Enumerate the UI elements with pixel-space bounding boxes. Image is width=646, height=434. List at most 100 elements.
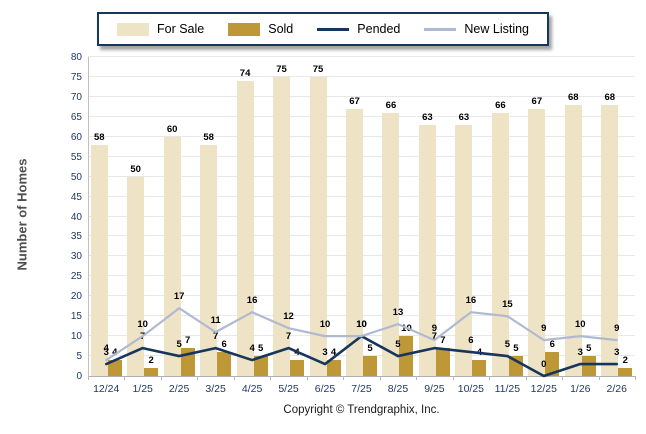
- new-listing-value-label: 4: [103, 343, 109, 355]
- y-tick-label: 40: [70, 211, 82, 223]
- legend-label: For Sale: [156, 22, 205, 36]
- y-tick-label: 70: [70, 91, 82, 103]
- for-sale-value-label: 50: [130, 163, 141, 175]
- legend-swatch-pended: [317, 27, 350, 31]
- y-tick-label: 20: [70, 291, 82, 303]
- legend-swatch-for-sale: [116, 22, 149, 36]
- y-tick-label: 30: [70, 251, 82, 263]
- gridline: [88, 75, 635, 77]
- sold-bar: [618, 368, 633, 376]
- sold-value-label: 2: [622, 355, 628, 367]
- y-axis-line: [88, 57, 89, 376]
- x-tick-mark: [197, 376, 199, 380]
- sold-bar: [508, 356, 523, 376]
- x-tick-mark: [525, 376, 527, 380]
- new-listing-value-label: 12: [283, 311, 294, 323]
- sold-value-label: 5: [513, 343, 519, 355]
- pended-value-label: 6: [468, 335, 474, 347]
- for-sale-bar: [491, 112, 509, 376]
- legend-label: Sold: [268, 22, 294, 36]
- for-sale-value-label: 60: [166, 123, 178, 135]
- copyright-text: Copyright © Trendgraphix, Inc.: [283, 404, 440, 416]
- for-sale-bar: [382, 112, 400, 376]
- pended-value-label: 5: [395, 339, 401, 351]
- x-tick-mark: [598, 376, 600, 380]
- legend-item-sold[interactable]: Sold: [228, 22, 293, 36]
- legend-swatch-sold: [228, 22, 261, 36]
- pended-value-label: 4: [249, 343, 255, 355]
- x-tick-mark: [160, 376, 162, 380]
- x-tick-mark: [306, 376, 308, 380]
- y-tick-label: 65: [70, 111, 82, 123]
- y-tick-label: 15: [70, 311, 82, 323]
- x-tick-label: 5/25: [278, 383, 299, 395]
- x-tick-label: 7/25: [351, 383, 372, 395]
- for-sale-bar: [601, 104, 619, 376]
- sold-value-label: 2: [148, 355, 154, 367]
- x-tick-label: 9/25: [424, 383, 445, 395]
- sold-bar: [107, 360, 122, 376]
- pended-line: [104, 334, 619, 378]
- for-sale-bar: [418, 124, 436, 376]
- sold-bar: [144, 368, 159, 376]
- legend-item-new-listing[interactable]: New Listing: [424, 22, 529, 36]
- gridline: [88, 56, 635, 57]
- for-sale-bar: [346, 108, 363, 376]
- for-sale-value-label: 63: [458, 111, 470, 123]
- pended-value-label: 3: [614, 347, 620, 359]
- x-tick-mark: [343, 376, 345, 380]
- sold-value-label: 4: [112, 347, 118, 359]
- y-tick-label: 25: [70, 271, 82, 283]
- for-sale-value-label: 66: [495, 99, 506, 111]
- y-tick-label: 5: [76, 351, 82, 363]
- x-tick-mark: [635, 376, 636, 380]
- for-sale-value-label: 74: [239, 67, 251, 79]
- x-tick-label: 12/24: [93, 383, 120, 395]
- sold-value-label: 5: [586, 343, 592, 355]
- y-axis-title: Number of Homes: [14, 158, 30, 270]
- x-tick-mark: [562, 376, 564, 380]
- new-listing-value-label: 10: [137, 319, 148, 331]
- x-tick-label: 12/25: [530, 383, 557, 395]
- for-sale-bar: [200, 144, 218, 376]
- pended-value-label: 7: [431, 331, 438, 343]
- sold-bar: [399, 336, 414, 376]
- sold-bar: [363, 356, 377, 376]
- x-tick-label: 1/26: [570, 383, 591, 395]
- x-tick-mark: [233, 376, 235, 380]
- y-tick-label: 60: [70, 131, 82, 143]
- new-listing-value-label: 13: [392, 307, 404, 319]
- x-tick-mark: [416, 376, 418, 380]
- sold-bar: [217, 352, 232, 376]
- legend-label: New Listing: [464, 22, 530, 36]
- sold-bar: [253, 356, 268, 376]
- x-tick-mark: [124, 376, 126, 380]
- new-listing-value-label: 10: [356, 319, 367, 331]
- sold-value-label: 5: [367, 343, 373, 355]
- gridline: [88, 95, 635, 97]
- x-tick-label: 2/25: [168, 383, 190, 395]
- pended-value-label: 3: [103, 347, 109, 359]
- x-tick-mark: [88, 376, 89, 380]
- sold-value-label: 4: [330, 347, 337, 359]
- x-tick-mark: [452, 376, 454, 380]
- legend-item-pended[interactable]: Pended: [317, 22, 400, 36]
- pended-value-label: 7: [212, 331, 219, 343]
- for-sale-bar: [528, 108, 546, 376]
- pended-value-label: 7: [285, 331, 292, 343]
- pended-value-label: 10: [356, 319, 367, 331]
- x-tick-label: 1/25: [132, 383, 153, 395]
- for-sale-value-label: 75: [276, 63, 287, 75]
- x-tick-label: 4/25: [241, 383, 263, 395]
- legend-item-for-sale[interactable]: For Sale: [116, 22, 205, 36]
- for-sale-value-label: 68: [604, 91, 616, 103]
- for-sale-bar: [309, 76, 327, 376]
- pended-value-label: 0: [541, 359, 547, 370]
- y-tick-label: 35: [70, 231, 82, 243]
- new-listing-value-label: 9: [431, 323, 438, 335]
- new-listing-line: [105, 307, 618, 362]
- new-listing-value-label: 11: [210, 315, 221, 327]
- pended-value-label: 3: [322, 347, 328, 359]
- legend-label: Pended: [357, 22, 401, 36]
